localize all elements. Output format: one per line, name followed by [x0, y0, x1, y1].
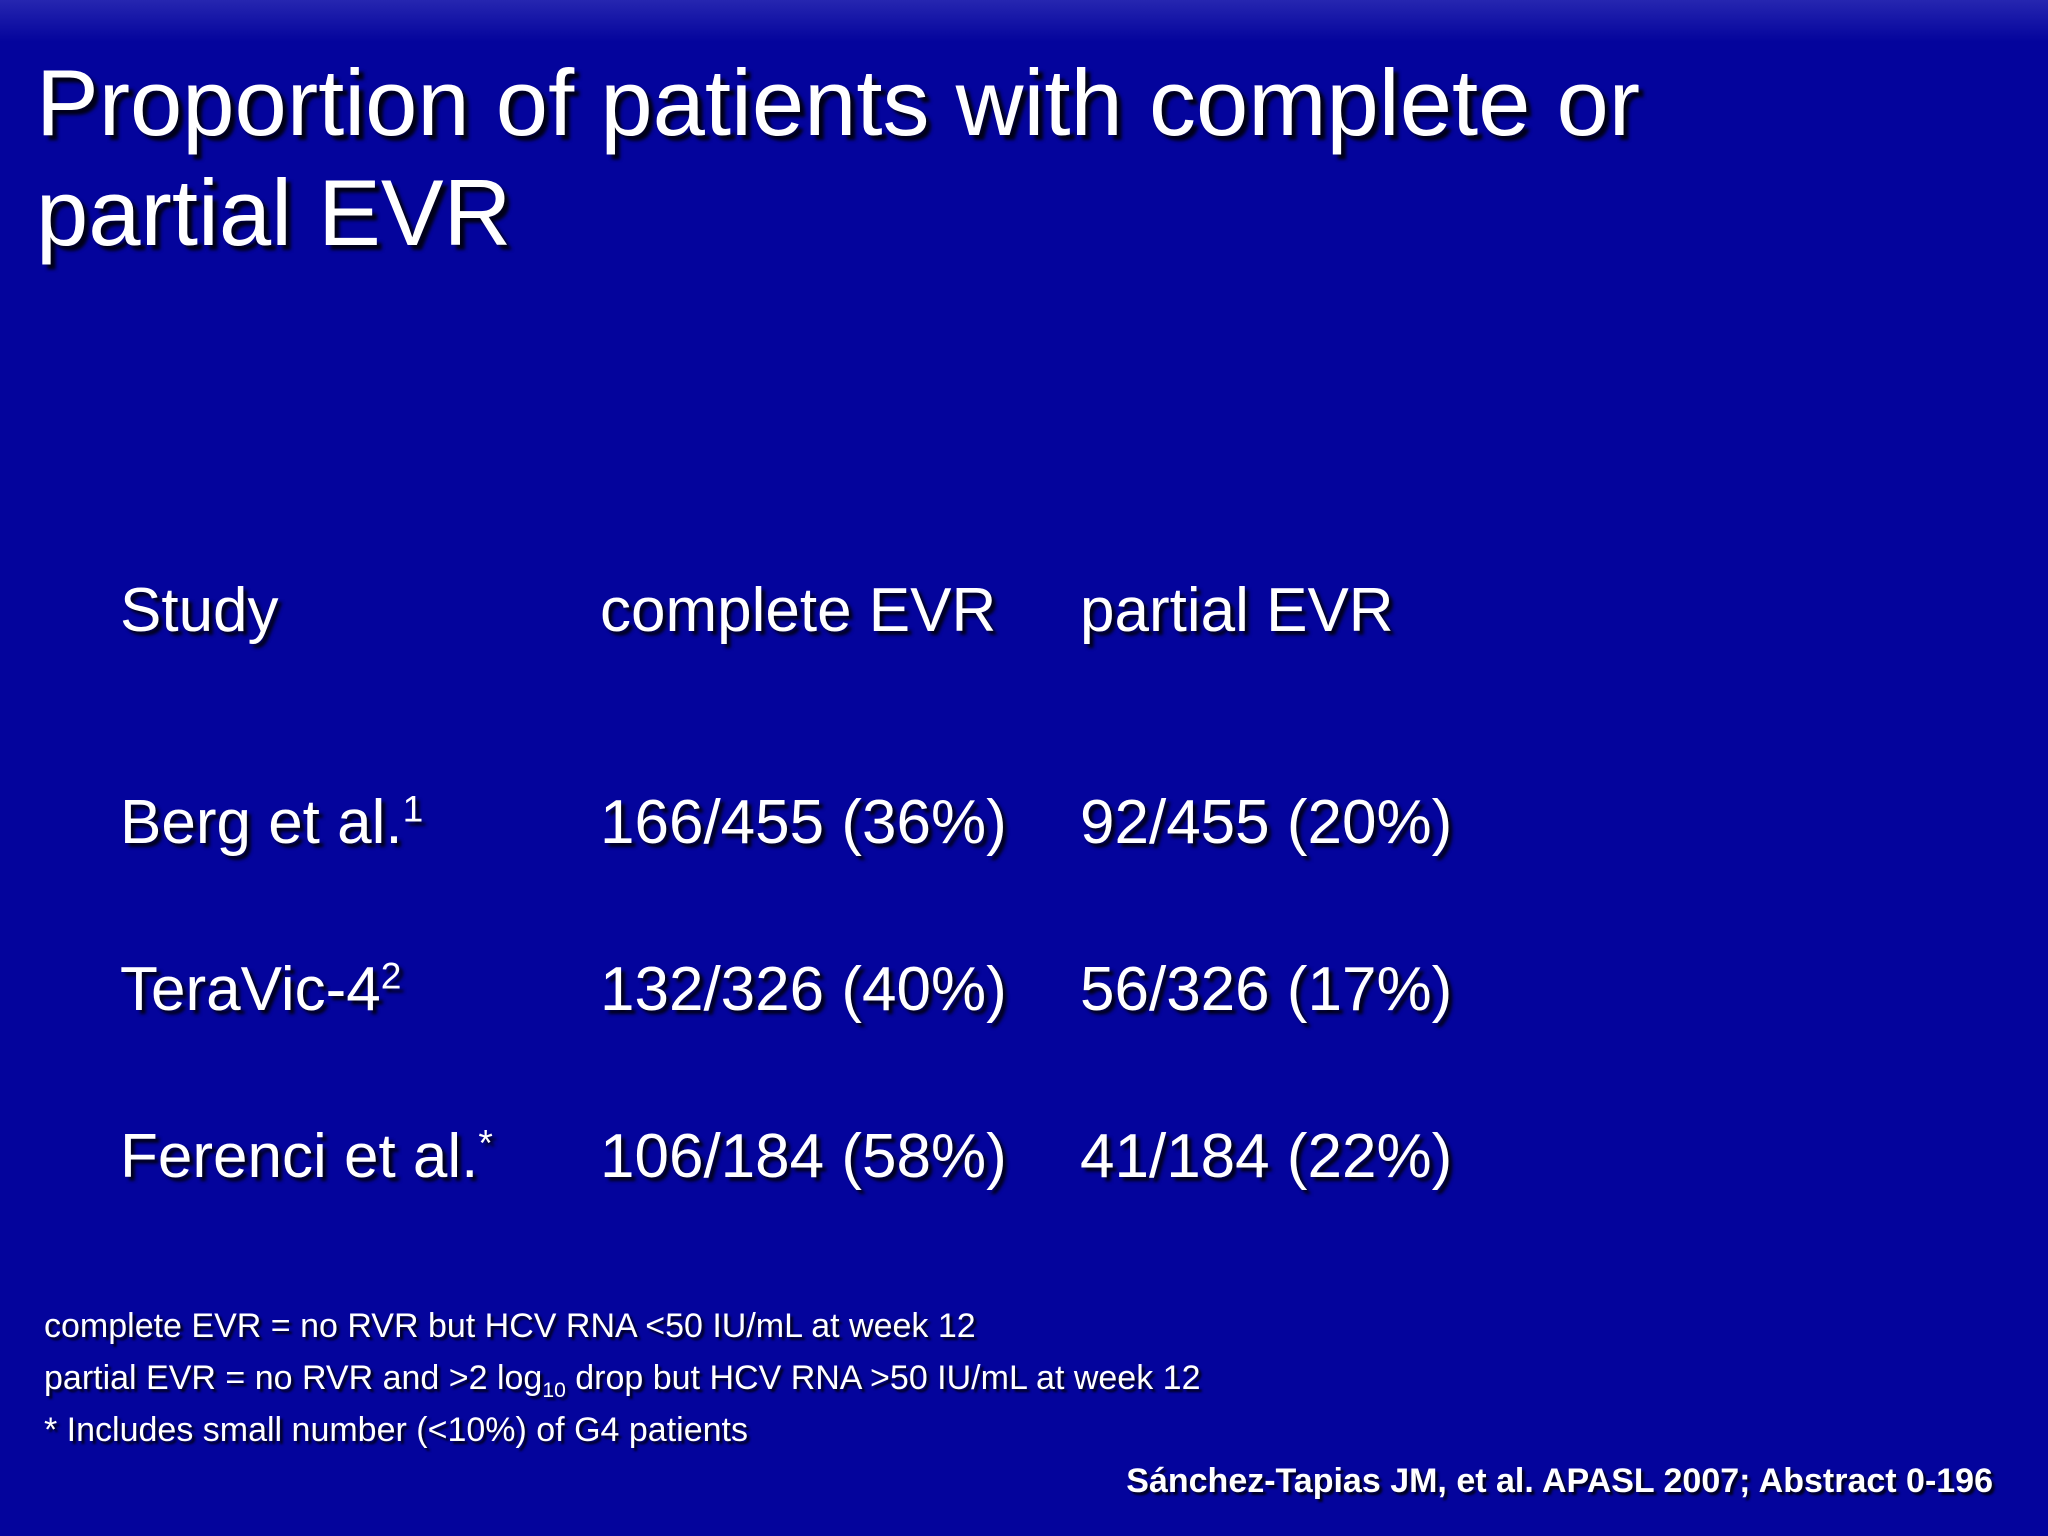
slide-title: Proportion of patients with complete or …: [36, 48, 1640, 268]
column-header-partial-evr: partial EVR: [1080, 576, 1394, 645]
footnote-text: drop but HCV RNA >50 IU/mL at week 12: [565, 1359, 1201, 1397]
cell-partial-evr: 92/455 (20%): [1080, 788, 1453, 857]
table-row-berg: Berg et al.1 166/455 (36%) 92/455 (20%): [120, 787, 1940, 859]
cell-study-name: Berg et al.1: [120, 787, 600, 859]
study-label: Ferenci et al.: [120, 1122, 479, 1191]
log-subscript: 10: [542, 1378, 566, 1402]
cell-complete-evr: 166/455 (36%): [600, 788, 1007, 857]
column-header-study: Study: [120, 576, 279, 645]
slide-title-line1: Proportion of patients with complete or: [36, 50, 1641, 155]
slide-title-line2: partial EVR: [36, 159, 512, 265]
evr-table: Study complete EVR partial EVR Berg et a…: [120, 575, 1940, 1288]
cell-partial-evr: 41/184 (22%): [1080, 1122, 1453, 1191]
cell-complete-evr: 106/184 (58%): [600, 1122, 1007, 1191]
footnote-asterisk-note: * Includes small number (<10%) of G4 pat…: [44, 1411, 748, 1449]
cell-study-name: TeraVic-42: [120, 954, 600, 1026]
reference-superscript: *: [478, 1121, 493, 1164]
footnote-partial-evr-definition: partial EVR = no RVR and >2 log10 drop b…: [44, 1352, 1200, 1404]
reference-superscript: 2: [380, 954, 402, 997]
cell-complete-evr: 132/326 (40%): [600, 955, 1007, 1024]
table-header-row: Study complete EVR partial EVR: [120, 575, 1940, 647]
footnote-complete-evr-definition: complete EVR = no RVR but HCV RNA <50 IU…: [44, 1307, 976, 1345]
study-label: Berg et al.: [120, 788, 403, 857]
cell-partial-evr: 56/326 (17%): [1080, 955, 1453, 1024]
cell-study-name: Ferenci et al.*: [120, 1121, 600, 1193]
study-label: TeraVic-4: [120, 955, 381, 1024]
reference-superscript: 1: [402, 787, 424, 830]
citation: Sánchez-Tapias JM, et al. APASL 2007; Ab…: [1126, 1462, 1993, 1500]
column-header-complete-evr: complete EVR: [600, 576, 997, 645]
footnote-text: partial EVR = no RVR and >2 log: [44, 1359, 543, 1397]
table-row-teravic: TeraVic-42 132/326 (40%) 56/326 (17%): [120, 954, 1940, 1026]
footnotes: complete EVR = no RVR but HCV RNA <50 IU…: [44, 1300, 1200, 1456]
table-row-ferenci: Ferenci et al.* 106/184 (58%) 41/184 (22…: [120, 1121, 1940, 1193]
